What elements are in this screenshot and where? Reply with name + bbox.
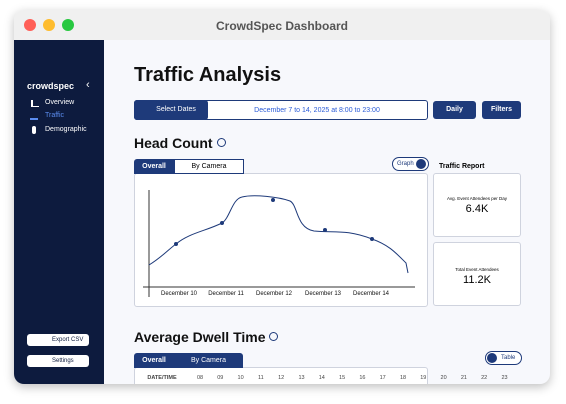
column-header: 12 [278, 375, 285, 381]
column-header: 13 [298, 375, 305, 381]
tab[interactable]: By Camera [174, 353, 243, 368]
title-bar: CrowdSpec Dashboard [14, 10, 550, 40]
column-header: 21 [460, 375, 467, 381]
column-header: 14 [318, 375, 325, 381]
nav-item[interactable]: Overview [45, 99, 75, 106]
column-header: 08 [196, 375, 204, 381]
window: CrowdSpec Dashboard crowdspec ‹ Overview… [14, 10, 550, 384]
column-header: 19 [420, 375, 427, 381]
x-label: December 14 [352, 291, 390, 297]
info-icon[interactable] [269, 332, 278, 341]
stat-card [433, 242, 521, 306]
x-label: December 12 [255, 291, 293, 297]
line-chart [143, 190, 415, 297]
trend-line [148, 195, 409, 274]
stat-value: 11.2K [463, 274, 491, 286]
x-label: December 11 [208, 291, 244, 297]
column-header: 23 [501, 375, 508, 381]
table-panel [134, 367, 428, 384]
info-icon[interactable] [217, 138, 226, 147]
stat-label: Avg. Event Attendees per Day [447, 196, 507, 201]
column-header: 15 [339, 375, 346, 381]
export-button[interactable]: Export CSV [27, 334, 89, 346]
settings-button[interactable]: Settings [27, 355, 89, 367]
daily-dropdown[interactable]: Daily [433, 101, 476, 119]
column-header: 10 [237, 375, 244, 381]
tab[interactable]: By Camera [174, 159, 244, 174]
page-title: Traffic Analysis [134, 64, 282, 86]
nav-item[interactable]: Demographic [45, 126, 87, 133]
column-header: 11 [258, 375, 264, 381]
x-label: December 10 [160, 291, 198, 297]
toggle-knob [487, 353, 497, 363]
date-range: December 7 to 14, 2025 at 8:00 to 23:00 [254, 107, 380, 114]
select-dates-button[interactable]: Select Dates [134, 100, 208, 120]
nav-icon [30, 113, 38, 120]
column-header: DATE/TIME [147, 375, 177, 381]
points [174, 198, 374, 246]
report-title: Traffic Report [439, 163, 485, 170]
close-button[interactable] [24, 19, 36, 31]
toggle-knob [416, 159, 426, 169]
column-header: 18 [399, 375, 407, 381]
stat-label: Total Event Attendees [455, 267, 499, 272]
nav-icon [31, 100, 39, 107]
minimize-button[interactable] [43, 19, 55, 31]
nav-item[interactable]: Traffic [45, 112, 65, 119]
column-header: 17 [379, 375, 386, 381]
chart-panel [134, 173, 428, 307]
stat-card [433, 173, 521, 237]
collapse-icon[interactable]: ‹ [86, 79, 90, 91]
section-title: Average Dwell Time [134, 329, 266, 345]
column-header: 09 [217, 375, 224, 381]
column-header: 22 [481, 375, 488, 381]
section-title: Head Count [134, 135, 213, 151]
logo: crowdspec [27, 81, 75, 91]
tab[interactable]: Overall [134, 353, 174, 368]
nav-icon [32, 126, 36, 134]
window-title: CrowdSpec Dashboard [215, 19, 349, 33]
maximize-button[interactable] [62, 19, 74, 31]
filters-dropdown[interactable]: Filters [482, 101, 521, 119]
x-label: December 13 [304, 291, 342, 297]
column-header: 16 [359, 375, 366, 381]
sidebar: crowdspec ‹ Overview Traffic Demographic… [14, 40, 104, 384]
column-header: 20 [440, 375, 447, 381]
stat-value: 6.4K [465, 203, 489, 215]
tab[interactable]: Overall [134, 159, 174, 174]
